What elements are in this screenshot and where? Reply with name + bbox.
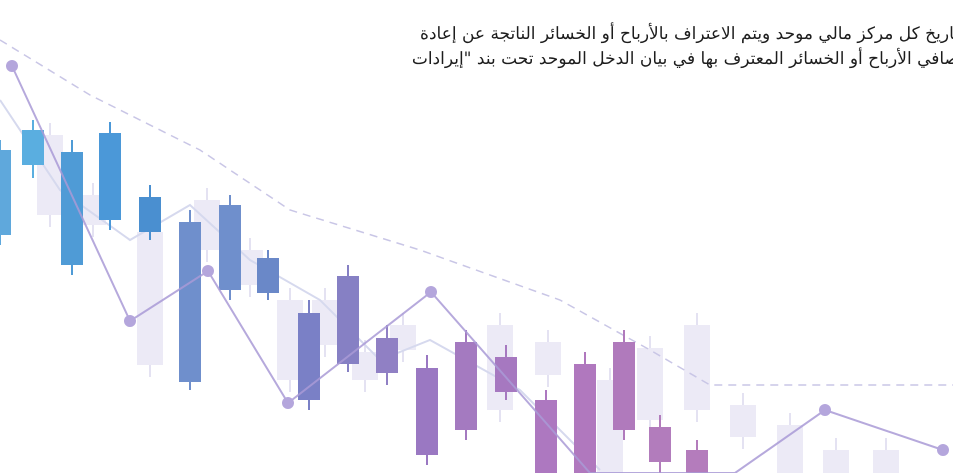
trend-dot <box>819 404 831 416</box>
candle-body <box>823 450 849 473</box>
candle-body <box>22 130 44 165</box>
candle-body <box>777 425 803 473</box>
candle-body <box>637 348 663 420</box>
trend-dot <box>202 265 214 277</box>
candle-body <box>99 133 121 220</box>
trend-faint <box>0 99 601 471</box>
candle-body <box>684 325 710 410</box>
candle-body <box>376 338 398 373</box>
candle-body <box>298 313 320 400</box>
candle-body <box>535 342 561 375</box>
candle-body <box>873 450 899 473</box>
candle-body <box>179 222 201 382</box>
trend-dot <box>6 60 18 72</box>
candle-body <box>137 232 163 365</box>
candle-body <box>574 364 596 473</box>
text-line: تاريخ كل مركز مالي موحد ويتم الاعتراف با… <box>420 24 953 44</box>
candle-body <box>535 400 557 473</box>
candle-body <box>686 450 708 473</box>
trend-dot <box>124 315 136 327</box>
trend-dot <box>937 444 949 456</box>
candle-body <box>416 368 438 455</box>
text-line: صافي الأرباح أو الخسائر المعترف بها في ب… <box>411 49 953 69</box>
candle-body <box>649 427 671 462</box>
candle-body <box>139 197 161 232</box>
candle-body <box>730 405 756 437</box>
trend-dashed <box>0 39 953 386</box>
candle-body <box>0 150 11 235</box>
candle-body <box>61 152 83 265</box>
candle-body <box>219 205 241 290</box>
candle-body <box>613 342 635 430</box>
candle-body <box>257 258 279 293</box>
trend-dot <box>282 397 294 409</box>
spacer-line <box>412 7 953 22</box>
paragraph: تاريخ كل مركز مالي موحد ويتم الاعتراف با… <box>412 7 953 72</box>
candle-body <box>455 342 477 430</box>
candle-body <box>337 276 359 364</box>
trend-dot <box>425 286 437 298</box>
